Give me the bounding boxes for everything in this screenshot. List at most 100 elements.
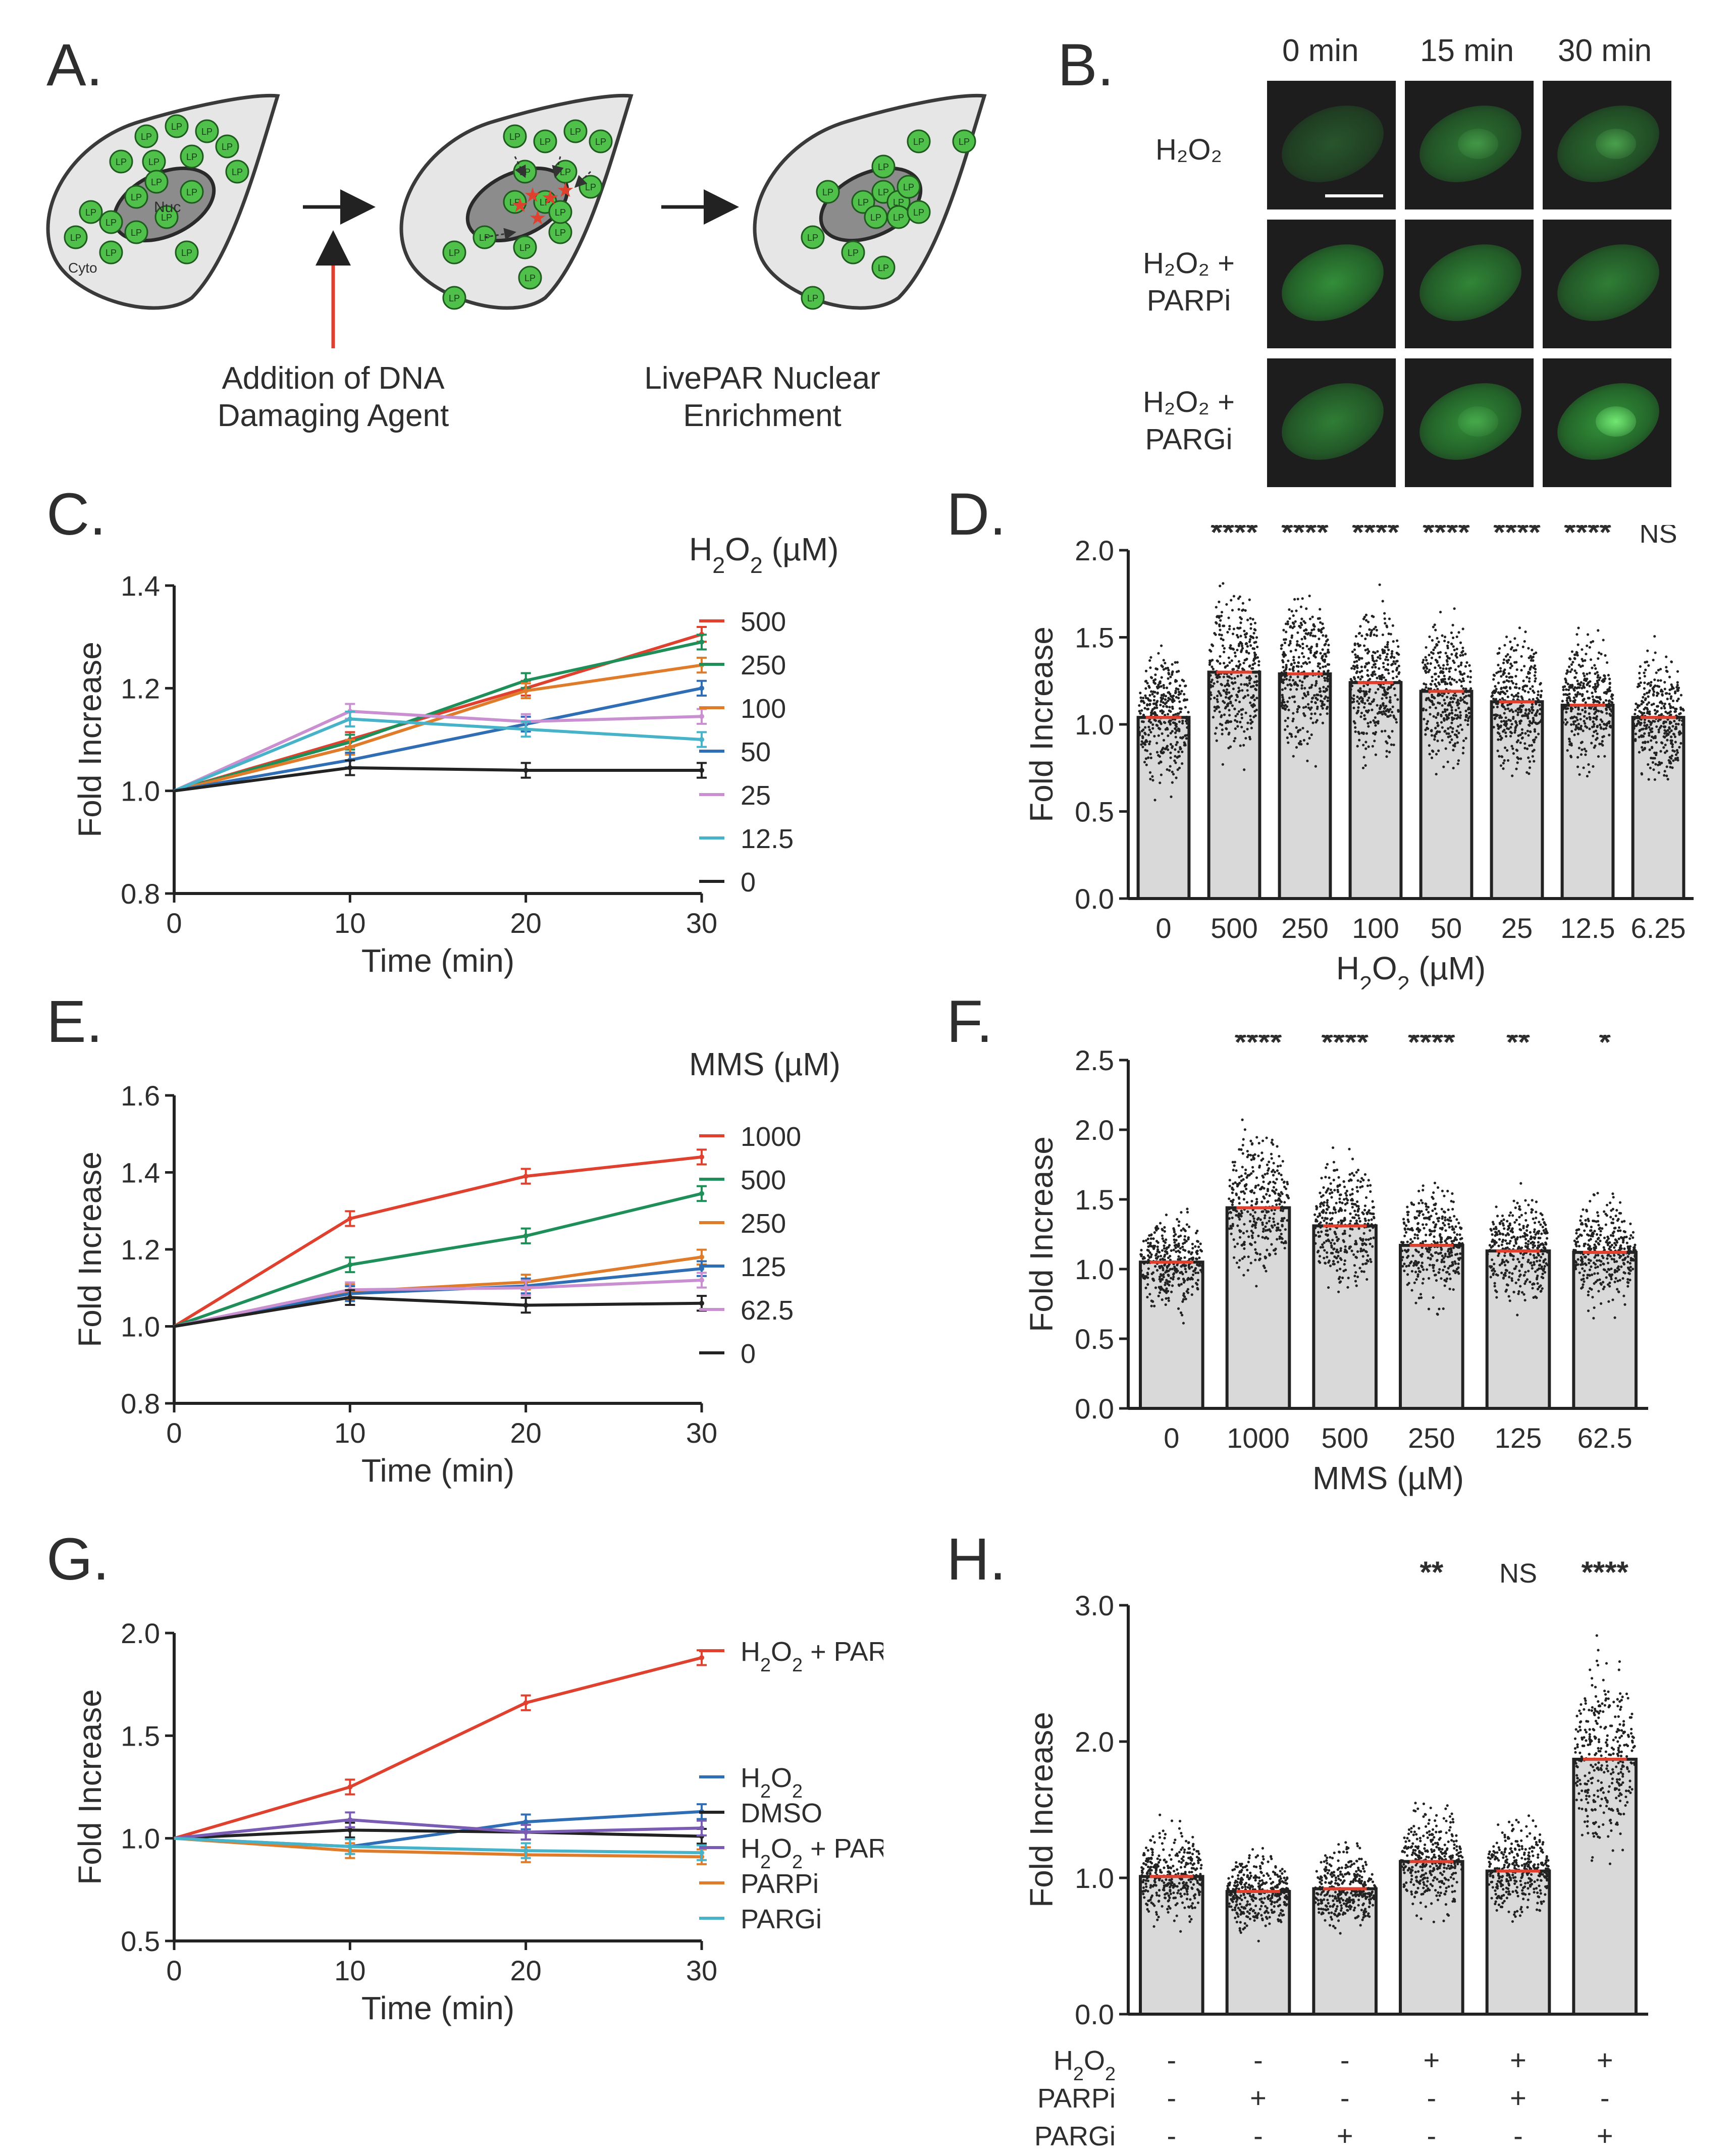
legend-label: 62.5 bbox=[741, 1295, 794, 1326]
data-point bbox=[699, 1850, 704, 1856]
livepar-label: LP bbox=[181, 248, 192, 258]
series-line bbox=[174, 1255, 702, 1328]
dot-cloud bbox=[1312, 1146, 1377, 1293]
livepar-label: LP bbox=[893, 213, 904, 223]
x-tick-label: 30 bbox=[686, 907, 717, 939]
livepar-dot bbox=[851, 190, 875, 214]
series-line bbox=[174, 1836, 702, 1859]
x-tick-label: 10 bbox=[334, 907, 365, 939]
dot-cloud bbox=[1226, 1847, 1291, 1942]
y-tick-label: 1.5 bbox=[1075, 622, 1114, 654]
y-tick-label: 1.2 bbox=[121, 672, 160, 704]
livepar-dot bbox=[99, 240, 123, 265]
y-axis-label: Fold Increase bbox=[72, 1689, 108, 1885]
damage-star: ★ bbox=[541, 187, 559, 209]
legend-label: 500 bbox=[741, 1165, 786, 1195]
series-line bbox=[173, 1155, 702, 1328]
legend-label: 250 bbox=[741, 1208, 786, 1239]
bar bbox=[1485, 1249, 1551, 1410]
panel-label-c: C. bbox=[46, 481, 106, 548]
data-point bbox=[523, 1233, 529, 1239]
condition-cell: + bbox=[1423, 2044, 1440, 2076]
livepar-dot bbox=[503, 190, 527, 214]
y-tick-label: 1.2 bbox=[121, 1234, 160, 1266]
livepar-label: LP bbox=[186, 187, 197, 197]
y-tick-label: 1.0 bbox=[1075, 1862, 1114, 1894]
series-line bbox=[174, 1656, 702, 1840]
livepar-label: LP bbox=[903, 182, 914, 192]
x-tick-label: 500 bbox=[1211, 912, 1257, 944]
livepar-label: LP bbox=[116, 157, 127, 167]
significance-label: * bbox=[1599, 1035, 1611, 1059]
condition-cell: - bbox=[1340, 2082, 1350, 2114]
x-tick-label: 10 bbox=[334, 1417, 365, 1449]
condition-row-label: PARPi bbox=[1037, 2083, 1116, 2114]
livepar-label: LP bbox=[85, 207, 96, 218]
data-point bbox=[347, 745, 353, 750]
significance-label: **** bbox=[1352, 525, 1399, 549]
legend-label: 125 bbox=[741, 1252, 786, 1282]
panel-label-g: G. bbox=[46, 1526, 110, 1593]
panel-label-d: D. bbox=[947, 481, 1006, 548]
significance-label: **** bbox=[1581, 1555, 1628, 1589]
livepar-dot bbox=[897, 175, 921, 199]
chart-h: 0.0 1.0 2.0 3.0 Fold Increase ** NS **** H2O2 - - -… bbox=[1023, 1555, 1648, 2150]
series-line bbox=[173, 717, 702, 793]
livepar-dot bbox=[165, 114, 189, 138]
livepar-dot bbox=[99, 210, 123, 234]
condition-row-label: PARGi bbox=[1034, 2121, 1116, 2150]
panel-label-a: A. bbox=[46, 32, 103, 98]
condition-cell: - bbox=[1600, 2082, 1610, 2114]
livepar-dot bbox=[907, 129, 931, 153]
livepar-dot bbox=[801, 286, 825, 310]
microscopy-image bbox=[1267, 220, 1396, 348]
livepar-label: LP bbox=[524, 273, 536, 283]
condition-cell: + bbox=[1597, 2120, 1613, 2150]
caption-enrichment: LivePAR Nuclear Enrichment bbox=[644, 361, 880, 433]
panel-label-f: F. bbox=[947, 988, 993, 1055]
x-tick-label: 12.5 bbox=[1560, 912, 1615, 944]
livepar-dot bbox=[533, 129, 557, 153]
scale-bar bbox=[1325, 194, 1383, 197]
condition-cell: + bbox=[1510, 2044, 1527, 2076]
livepar-label: LP bbox=[201, 127, 213, 137]
livepar-dot bbox=[513, 235, 537, 259]
significance-label: ** bbox=[1419, 1555, 1443, 1589]
livepar-label: LP bbox=[509, 132, 520, 142]
series-line bbox=[174, 687, 702, 793]
legend-label: DMSO bbox=[741, 1798, 822, 1828]
bar bbox=[1560, 704, 1615, 900]
data-point bbox=[523, 1285, 529, 1291]
data-point bbox=[699, 1825, 704, 1831]
livepar-label: LP bbox=[878, 187, 889, 197]
legend-label: 25 bbox=[741, 780, 771, 811]
y-tick-label: 1.6 bbox=[121, 1080, 160, 1112]
legend-title: H2O2 (µM) bbox=[689, 531, 838, 578]
microscopy-image bbox=[1543, 81, 1671, 209]
dot-cloud bbox=[1399, 1181, 1464, 1316]
livepar-label: LP bbox=[585, 182, 596, 192]
significance-label: **** bbox=[1423, 525, 1470, 549]
livepar-dot bbox=[64, 225, 88, 249]
dot-cloud bbox=[1419, 607, 1473, 776]
livepar-dot bbox=[175, 240, 199, 265]
data-point bbox=[699, 1154, 704, 1160]
livepar-label: LP bbox=[913, 137, 924, 147]
series-line bbox=[174, 1836, 702, 1855]
livepar-label: LP bbox=[106, 218, 117, 228]
x-axis-label: MMS (µM) bbox=[1312, 1460, 1464, 1496]
x-tick-label: 50 bbox=[1431, 912, 1462, 944]
significance-label: **** bbox=[1211, 525, 1258, 549]
y-tick-label: 2.0 bbox=[1075, 1726, 1114, 1758]
data-point bbox=[347, 1216, 353, 1221]
dot-cloud bbox=[1349, 583, 1402, 769]
y-tick-label: 0.5 bbox=[1075, 1323, 1114, 1355]
data-point bbox=[523, 1829, 529, 1835]
bar bbox=[1419, 690, 1474, 900]
data-point bbox=[699, 1655, 704, 1660]
livepar-dot bbox=[442, 286, 466, 310]
condition-cell: - bbox=[1513, 2120, 1523, 2150]
microscopy-image bbox=[1543, 358, 1671, 487]
y-axis-label: Fold Increase bbox=[72, 1151, 108, 1347]
